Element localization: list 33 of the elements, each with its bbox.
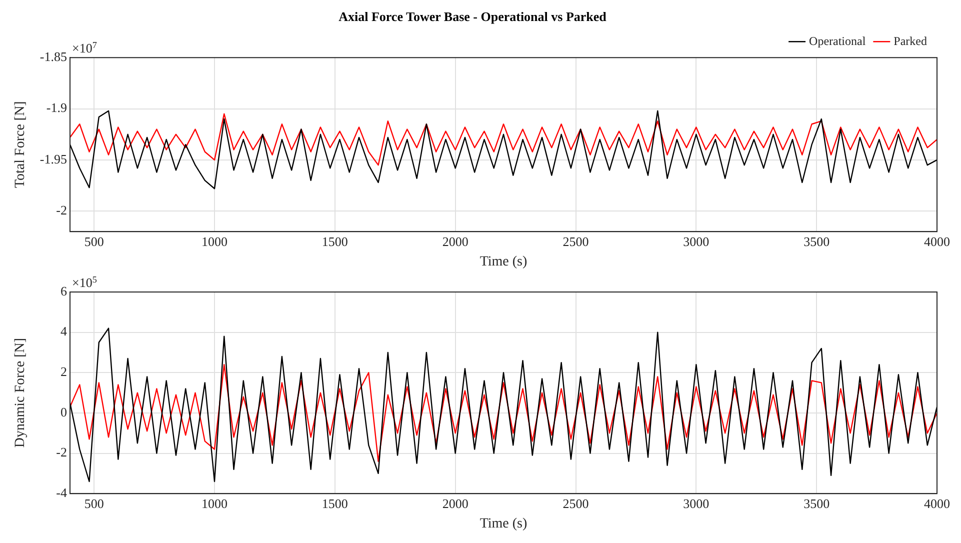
y-axis-title: Total Force [N] bbox=[13, 101, 28, 188]
x-tick-label: 1500 bbox=[322, 234, 348, 249]
x-tick-label: 3000 bbox=[683, 234, 710, 249]
x-tick-label: 1000 bbox=[202, 234, 228, 249]
y-tick-label: -1.95 bbox=[40, 151, 67, 166]
x-tick-label: 2000 bbox=[442, 234, 468, 249]
x-tick-label: 1000 bbox=[202, 496, 228, 511]
x-tick-label: 4000 bbox=[924, 234, 950, 249]
y-axis-title: Dynamic Force [N] bbox=[13, 338, 28, 448]
x-tick-label: 2500 bbox=[562, 234, 589, 249]
y-tick-label: 6 bbox=[60, 283, 68, 298]
x-tick-label: 500 bbox=[84, 234, 104, 249]
x-tick-label: 4000 bbox=[924, 496, 950, 511]
y-tick-label: 0 bbox=[60, 404, 67, 420]
legend-label: Parked bbox=[894, 34, 928, 48]
x-tick-label: 2000 bbox=[442, 496, 468, 511]
x-tick-label: 3000 bbox=[683, 496, 710, 511]
chart-title: Axial Force Tower Base - Operational vs Parked bbox=[338, 9, 608, 24]
y-tick-label: -2 bbox=[56, 444, 67, 460]
x-tick-label: 1500 bbox=[322, 496, 348, 511]
x-tick-label: 500 bbox=[84, 496, 104, 511]
x-tick-label: 2500 bbox=[562, 496, 589, 511]
y-tick-label: -1.9 bbox=[46, 100, 67, 116]
y-tick-label: -1.85 bbox=[40, 49, 67, 64]
y-tick-label: 2 bbox=[60, 364, 67, 380]
legend-label: Operational bbox=[809, 34, 866, 48]
x-tick-label: 3500 bbox=[804, 496, 830, 511]
x-axis-title: Time (s) bbox=[480, 516, 528, 532]
y-tick-label: 4 bbox=[60, 324, 68, 339]
x-tick-label: 3500 bbox=[804, 234, 830, 249]
y-tick-label: -2 bbox=[56, 202, 67, 218]
x-axis-title: Time (s) bbox=[480, 254, 528, 270]
y-tick-label: -4 bbox=[56, 485, 68, 500]
